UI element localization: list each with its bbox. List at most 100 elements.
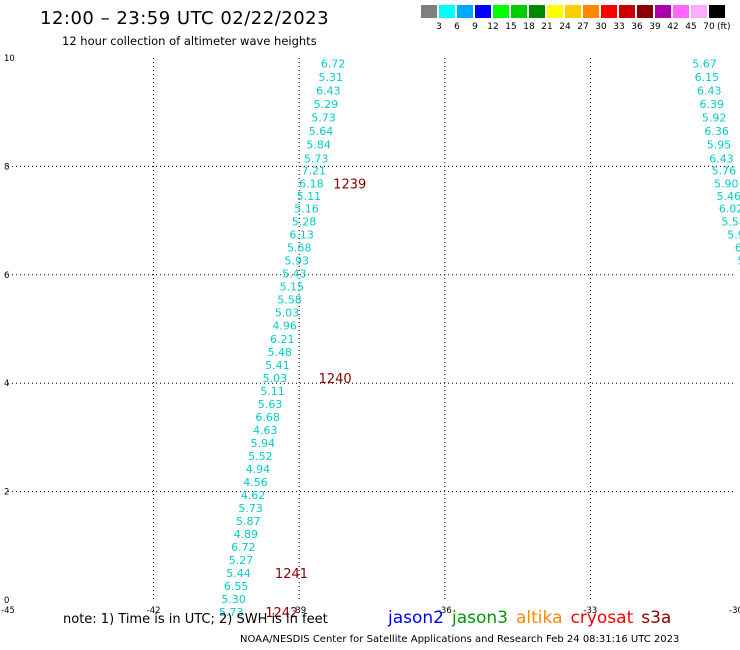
wave-height-label: 5.76 — [712, 165, 737, 178]
colorbar-label: 24 — [559, 22, 571, 32]
wave-height-label: 7.21 — [302, 165, 327, 178]
wave-height-label: 5.67 — [692, 57, 717, 70]
colorbar-label: 27 — [577, 22, 589, 32]
colorbar-label: 39 — [649, 22, 661, 32]
colorbar-label: 33 — [613, 22, 625, 32]
y-tick-label: 10 — [4, 54, 15, 64]
wave-height-label: 5.27 — [229, 554, 254, 567]
legend-item-altika: altika — [516, 608, 563, 628]
wave-height-label: 5.03 — [275, 307, 300, 320]
colorbar-label: 12 — [487, 22, 499, 32]
pass-time-label: 1239 — [333, 178, 366, 193]
colorbar-label: 3 — [436, 22, 442, 32]
wave-height-label: 5.73 — [304, 152, 329, 165]
wave-height-label: 5.73 — [219, 606, 244, 619]
note-text: note: 1) Time is in UTC; 2) SWH is in fe… — [63, 612, 328, 627]
colorbar-swatch — [691, 5, 707, 18]
colorbar-swatch — [583, 5, 599, 18]
colorbar-label: 6 — [454, 22, 460, 32]
legend-item-jason3: jason3 — [452, 608, 508, 628]
colorbar-swatch — [619, 5, 635, 18]
pass-time-label: 1242 — [265, 606, 298, 621]
wave-height-label: 5.94 — [251, 437, 276, 450]
wave-height-label: 5.16 — [294, 203, 319, 216]
colorbar-unit: (ft) — [717, 22, 731, 32]
credit-text: NOAA/NESDIS Center for Satellite Applica… — [240, 634, 680, 645]
wave-height-label: 5.87 — [236, 515, 261, 528]
wave-height-label: 4.56 — [243, 476, 268, 489]
wave-height-label: 6.02 — [719, 203, 740, 216]
colorbar-swatch — [673, 5, 689, 18]
colorbar-swatch — [655, 5, 671, 18]
wave-height-label: 6.68 — [255, 411, 280, 424]
wave-height-label: 5.95 — [707, 139, 732, 152]
wave-height-label: 6.55 — [224, 580, 249, 593]
wave-height-label: 5.29 — [314, 98, 339, 111]
legend-item-jason2: jason2 — [388, 608, 444, 628]
wave-height-label: 4.94 — [246, 463, 271, 476]
wave-height-label: 6.13 — [289, 229, 314, 242]
x-tick-label: -33 — [583, 606, 597, 616]
wave-height-label: 5.58 — [277, 294, 302, 307]
pass-time-label: 1240 — [319, 372, 352, 387]
colorbar-swatch — [493, 5, 509, 18]
wave-height-label: 6.18 — [299, 178, 324, 191]
wave-height-label: 6.43 — [316, 85, 341, 98]
colorbar-swatch — [511, 5, 527, 18]
wave-height-label: 5.28 — [292, 216, 317, 229]
colorbar-swatch — [529, 5, 545, 18]
wave-height-label: 5.64 — [309, 125, 334, 138]
colorbar-label: 42 — [667, 22, 679, 32]
wave-height-label: 6.43 — [697, 85, 722, 98]
x-tick-label: -45 — [1, 606, 15, 616]
wave-height-label: 5.73 — [238, 502, 263, 515]
wave-height-label: 5.46 — [716, 190, 740, 203]
wave-height-label: 5.30 — [221, 593, 246, 606]
colorbar-swatch — [475, 5, 491, 18]
colorbar-label: 30 — [595, 22, 607, 32]
y-tick-label: 2 — [4, 488, 9, 498]
wave-height-label: 5.43 — [282, 268, 307, 281]
wave-height-label: 6 — [735, 242, 740, 255]
colorbar-label: 36 — [631, 22, 643, 32]
colorbar-swatch — [565, 5, 581, 18]
colorbar-swatch — [709, 5, 725, 18]
y-tick-label: 4 — [4, 379, 9, 389]
x-tick-label: -30 — [729, 606, 740, 616]
colorbar-label: 18 — [523, 22, 535, 32]
colorbar-label: 45 — [685, 22, 697, 32]
wave-height-label: 6.72 — [231, 541, 256, 554]
chart-title: 12:00 – 23:59 UTC 02/22/2023 — [40, 8, 330, 29]
wave-height-label: 5.58 — [721, 216, 740, 229]
wave-height-label: 5 — [737, 255, 740, 268]
colorbar-label: 70 — [703, 22, 715, 32]
y-tick-label: 6 — [4, 271, 9, 281]
colorbar-swatch — [421, 5, 437, 18]
wave-height-label: 6.43 — [709, 152, 734, 165]
wave-height-label: 5.15 — [280, 281, 305, 294]
wave-height-label: 5.03 — [263, 372, 288, 385]
wave-height-label: 5.93 — [285, 255, 310, 268]
wave-height-label: 5.41 — [265, 359, 290, 372]
wave-height-label: 5.73 — [311, 112, 336, 125]
wave-height-label: 6.21 — [270, 333, 295, 346]
wave-height-label: 5.9 — [727, 229, 740, 242]
wave-height-label: 5.92 — [702, 112, 727, 125]
wave-height-label: 5.52 — [248, 450, 273, 463]
wave-height-label: 5.11 — [297, 190, 322, 203]
legend-item-cryosat: cryosat — [570, 608, 634, 628]
wave-height-label: 6.36 — [704, 125, 729, 138]
wave-height-label: 5.90 — [714, 178, 739, 191]
wave-height-label: 6.15 — [695, 71, 720, 84]
pass-time-label: 1241 — [275, 567, 308, 582]
x-tick-label: -42 — [147, 606, 161, 616]
wave-height-label: 5.68 — [287, 242, 312, 255]
wave-height-label: 5.31 — [318, 71, 343, 84]
wave-height-label: 6.72 — [321, 57, 346, 70]
wave-height-label: 4.62 — [241, 489, 266, 502]
wave-height-label: 6.39 — [699, 98, 724, 111]
wave-height-label: 5.84 — [306, 139, 331, 152]
satellite-legend: jason2 jason3 altika cryosat s3a — [388, 608, 679, 628]
wave-height-label: 5.63 — [258, 398, 283, 411]
